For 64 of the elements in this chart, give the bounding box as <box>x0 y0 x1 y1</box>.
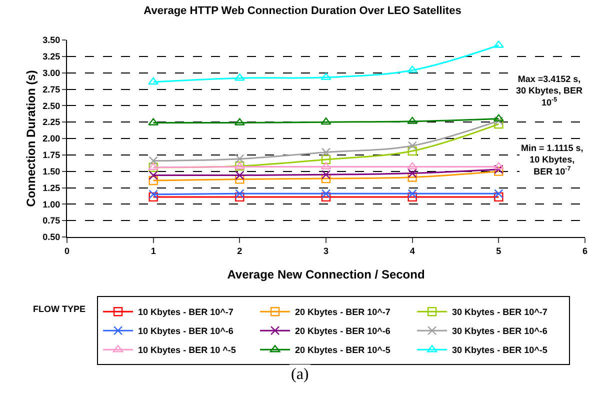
legend-label: 10 Kbytes - BER 10 ^-5 <box>138 345 236 356</box>
point <box>494 119 504 129</box>
legend-label: 20 Kbytes - BER 10^-5 <box>295 345 390 356</box>
point <box>148 156 158 166</box>
point <box>494 189 504 198</box>
point <box>235 192 244 202</box>
point <box>320 117 332 125</box>
y-tick-label: 3.00 <box>42 68 60 78</box>
point <box>408 192 417 202</box>
point <box>235 154 244 164</box>
point <box>148 77 159 85</box>
y-axis-title: Connection Duration (s) <box>24 70 38 207</box>
y-tick-label: 2.50 <box>42 100 60 111</box>
x-tick-label: 1 <box>150 246 156 256</box>
y-tick-label: 1.25 <box>42 182 60 193</box>
point <box>494 192 504 202</box>
y-tick-label: 3.25 <box>42 52 60 62</box>
point <box>321 189 331 198</box>
y-tick-label: 2.00 <box>42 134 60 144</box>
y-tick-label: 1.00 <box>42 199 60 210</box>
legend-label: 30 Kbytes - BER 10^-6 <box>452 326 548 336</box>
x-tick-label: 5 <box>496 246 502 256</box>
y-tick-label: 0.75 <box>42 216 60 226</box>
text: (a) <box>291 366 309 383</box>
annotation: Min = 1.1115 s, 10 Kbytes, BER 10$^{-7}$ <box>521 143 584 176</box>
point <box>321 154 331 164</box>
annotation: Max =3.4152 s, 30 Kbytes, BER 10$^{-5}$ <box>516 74 584 108</box>
legend-title: FLOW TYPE <box>33 304 86 314</box>
legend-label: 20 Kbytes - BER 10^-7 <box>295 307 390 318</box>
x-tick-label: 6 <box>582 246 588 256</box>
chart-title: Average HTTP Web Connection Duration Over LEO Satellites <box>144 4 462 17</box>
point <box>148 190 158 199</box>
point <box>408 189 417 198</box>
point <box>235 189 244 198</box>
y-tick-label: 1.50 <box>42 166 60 176</box>
point <box>148 176 158 186</box>
legend-label: 30 Kbytes - BER 10^-7 <box>452 307 548 318</box>
y-tick-label: 2.75 <box>42 84 60 94</box>
point <box>320 72 332 80</box>
legend-label: 10 Kbytes - BER 10^-6 <box>138 326 234 336</box>
x-axis-title: Average New Connection / Second <box>227 268 425 282</box>
point <box>148 192 158 202</box>
point <box>494 116 504 126</box>
point <box>321 148 331 157</box>
point <box>321 192 331 202</box>
point <box>148 170 158 180</box>
legend-label: 20 Kbytes - BER 10^-6 <box>295 326 390 336</box>
legend-label: 30 Kbytes - BER 10^-5 <box>452 345 548 356</box>
y-tick-label: 1.75 <box>42 150 60 160</box>
point <box>408 168 417 178</box>
point <box>234 73 245 81</box>
point <box>408 146 417 156</box>
point <box>321 170 331 180</box>
point <box>408 141 417 150</box>
legend-label: 10 Kbytes - BER 10^-7 <box>138 307 234 318</box>
x-tick-label: 4 <box>410 246 415 256</box>
y-tick-label: 2.25 <box>42 117 60 128</box>
y-tick-label: 0.50 <box>42 232 60 242</box>
point <box>235 170 244 180</box>
x-tick-label: 0 <box>64 246 70 256</box>
point <box>407 116 418 124</box>
y-tick-label: 3.50 <box>42 35 60 46</box>
x-tick-label: 2 <box>237 246 242 256</box>
x-tick-label: 3 <box>323 246 329 256</box>
